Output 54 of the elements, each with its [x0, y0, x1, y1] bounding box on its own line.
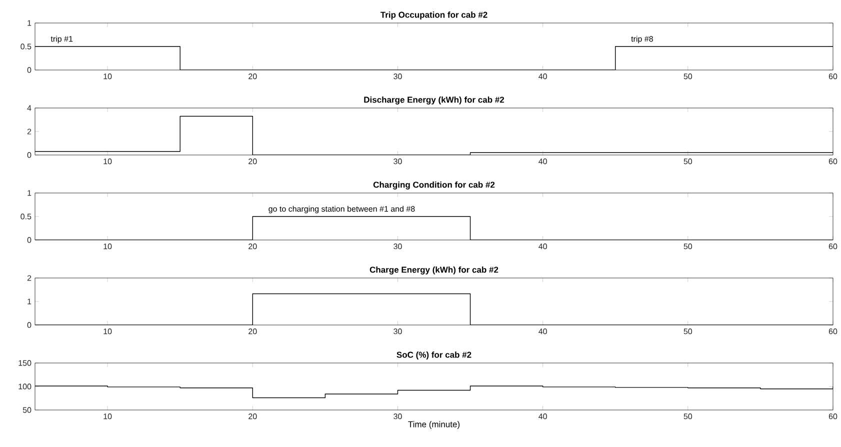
- x-tick-label: 30: [394, 328, 402, 334]
- x-tick-label: 60: [828, 328, 838, 334]
- x-tick-label: 60: [828, 74, 838, 80]
- x-tick-label: 60: [828, 244, 838, 250]
- x-tick-label: 20: [248, 244, 257, 250]
- x-tick-label: 40: [538, 328, 547, 334]
- x-tick-label: 50: [684, 244, 692, 250]
- chart-title: Discharge Energy (kWh) for cab #2: [364, 96, 504, 104]
- y-tick-label: 0.5: [20, 214, 32, 220]
- x-tick-label: 50: [684, 74, 692, 80]
- y-tick-label: 1: [28, 20, 32, 26]
- chart-title: Charge Energy (kWh) for cab #2: [370, 266, 498, 274]
- x-tick-label: 20: [248, 74, 257, 80]
- x-tick-label: 30: [394, 74, 402, 80]
- chart-title: Trip Occupation for cab #2: [380, 12, 488, 20]
- x-tick-label: 50: [684, 158, 692, 164]
- y-tick-label: 100: [18, 384, 32, 390]
- y-tick-label: 0: [27, 67, 32, 73]
- y-tick-label: 150: [18, 360, 32, 366]
- x-tick-label: 40: [538, 414, 547, 420]
- y-tick-label: 0.5: [20, 44, 32, 50]
- x-tick-label: 30: [394, 158, 402, 164]
- x-tick-label: 40: [538, 74, 547, 80]
- x-tick-label: 50: [684, 328, 692, 334]
- y-tick-label: 1: [28, 298, 32, 304]
- x-tick-label: 10: [104, 158, 112, 164]
- y-tick-label: 2: [27, 275, 32, 281]
- x-tick-label: 40: [538, 158, 547, 164]
- x-tick-label: 60: [828, 414, 838, 420]
- annotation: trip #8: [631, 36, 653, 44]
- y-tick-label: 50: [22, 407, 32, 413]
- y-tick-label: 0: [27, 152, 32, 158]
- x-tick-label: 20: [248, 414, 257, 420]
- x-tick-label: 30: [394, 244, 402, 250]
- x-tick-label: 40: [538, 244, 547, 250]
- x-tick-label: 20: [248, 158, 257, 164]
- y-tick-label: 1: [28, 190, 32, 196]
- annotation: go to charging station between #1 and #8: [268, 206, 415, 214]
- x-tick-label: 10: [104, 74, 112, 80]
- x-tick-label: 60: [828, 158, 838, 164]
- y-tick-label: 0: [27, 237, 32, 243]
- x-tick-label: 10: [104, 414, 112, 420]
- y-tick-label: 0: [27, 322, 32, 328]
- x-tick-label: 50: [684, 414, 692, 420]
- x-tick-label: 30: [394, 414, 402, 420]
- x-tick-label: 10: [104, 328, 112, 334]
- x-axis-title: Time (minute): [408, 421, 460, 429]
- y-tick-label: 2: [27, 128, 32, 134]
- y-tick-label: 4: [27, 105, 32, 111]
- x-tick-label: 10: [104, 244, 112, 250]
- chart-title: SoC (%) for cab #2: [396, 352, 472, 360]
- annotation: trip #1: [50, 36, 73, 44]
- x-tick-label: 20: [248, 328, 257, 334]
- chart-title: Charging Condition for cab #2: [373, 181, 495, 190]
